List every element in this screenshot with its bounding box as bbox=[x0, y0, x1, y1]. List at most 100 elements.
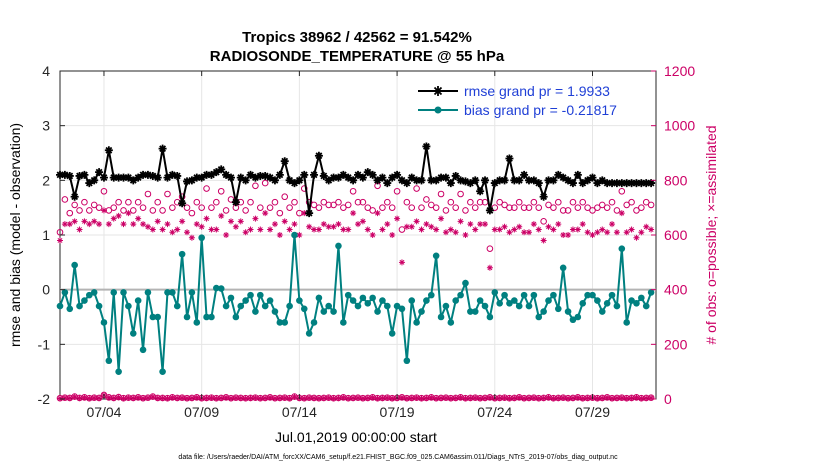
obs-assimilated-point bbox=[374, 395, 381, 402]
obs-assimilated-point bbox=[560, 232, 567, 238]
obs-assimilated-point bbox=[76, 226, 83, 233]
bias-point bbox=[256, 291, 264, 299]
rmse-point bbox=[168, 170, 177, 179]
obs-assimilated-point bbox=[560, 394, 567, 401]
obs-possible-point bbox=[623, 201, 630, 209]
obs-possible-point bbox=[222, 207, 230, 214]
obs-possible-point bbox=[95, 204, 103, 211]
obs-assimilated-point bbox=[320, 221, 327, 228]
rmse-point bbox=[270, 176, 279, 185]
obs-assimilated-point bbox=[589, 232, 596, 238]
rmse-point bbox=[608, 179, 617, 188]
obs-possible-point bbox=[315, 394, 323, 402]
rmse-point bbox=[407, 173, 416, 182]
obs-possible-point bbox=[198, 204, 205, 211]
obs-possible-point bbox=[642, 394, 650, 402]
obs-assimilated-point bbox=[237, 218, 244, 225]
obs-possible-point bbox=[398, 226, 406, 233]
obs-possible-point bbox=[325, 394, 332, 401]
obs-assimilated-point bbox=[462, 395, 469, 402]
obs-assimilated-point bbox=[281, 218, 288, 225]
obs-assimilated-point bbox=[638, 229, 645, 236]
obs-assimilated-point bbox=[618, 394, 625, 401]
obs-possible-point bbox=[374, 394, 381, 402]
obs-possible-point bbox=[569, 198, 577, 206]
obs-possible-point bbox=[628, 198, 635, 206]
obs-assimilated-point bbox=[169, 394, 176, 401]
rmse-point bbox=[256, 171, 265, 180]
obs-possible-point bbox=[213, 394, 220, 402]
obs-possible-point bbox=[623, 394, 630, 402]
obs-assimilated-point bbox=[355, 221, 361, 228]
obs-possible-point bbox=[408, 204, 416, 211]
rmse-point bbox=[481, 176, 490, 185]
bias-point bbox=[423, 297, 430, 304]
obs-assimilated-point bbox=[169, 229, 176, 236]
obs-possible-point bbox=[300, 394, 308, 402]
bias-point bbox=[608, 291, 616, 299]
obs-possible-point bbox=[520, 394, 528, 402]
bias-point bbox=[247, 291, 254, 299]
obs-assimilated-point bbox=[325, 223, 332, 230]
obs-possible-point bbox=[515, 394, 523, 401]
obs-possible-point bbox=[530, 394, 538, 401]
obs-possible-point bbox=[344, 394, 352, 402]
obs-assimilated-point bbox=[545, 394, 552, 401]
rmse-point bbox=[80, 170, 89, 179]
bias-point bbox=[296, 297, 303, 304]
obs-assimilated-point bbox=[594, 395, 601, 402]
obs-assimilated-point bbox=[86, 221, 93, 228]
bias-point bbox=[198, 234, 205, 242]
rmse-point bbox=[422, 142, 431, 151]
y2-tick-label: 800 bbox=[664, 172, 688, 188]
bias-point bbox=[300, 305, 308, 313]
rmse-point bbox=[349, 176, 358, 185]
rmse-point bbox=[632, 179, 641, 188]
bias-point bbox=[335, 242, 342, 250]
rmse-point bbox=[368, 170, 377, 179]
bias-point bbox=[193, 319, 201, 326]
rmse-point bbox=[461, 177, 470, 186]
rmse-point bbox=[344, 173, 353, 182]
obs-assimilated-point bbox=[208, 226, 215, 233]
obs-possible-point bbox=[271, 394, 279, 402]
obs-possible-point bbox=[349, 394, 357, 402]
obs-assimilated-point bbox=[125, 210, 132, 217]
obs-assimilated-point bbox=[291, 393, 298, 400]
bias-point bbox=[266, 297, 274, 304]
bias-point bbox=[530, 291, 538, 299]
obs-possible-point bbox=[100, 187, 108, 195]
obs-possible-point bbox=[340, 394, 347, 401]
obs-possible-point bbox=[423, 196, 430, 203]
legend: rmse grand pr = 1.9933 bias grand pr = -… bbox=[418, 83, 617, 118]
obs-possible-point bbox=[530, 198, 538, 206]
obs-assimilated-point bbox=[384, 221, 391, 228]
obs-assimilated-point bbox=[164, 395, 171, 402]
bias-point bbox=[71, 261, 78, 269]
obs-possible-point bbox=[252, 394, 259, 401]
obs-assimilated-point bbox=[130, 221, 137, 228]
bias-point bbox=[584, 291, 591, 299]
obs-possible-point bbox=[584, 204, 591, 211]
obs-possible-point bbox=[598, 201, 606, 209]
rmse-point bbox=[500, 176, 509, 185]
obs-assimilated-point bbox=[550, 395, 557, 402]
bias-point bbox=[427, 291, 435, 299]
bias-point bbox=[169, 289, 176, 296]
obs-possible-point bbox=[305, 198, 313, 206]
obs-assimilated-point bbox=[530, 394, 537, 401]
rmse-point bbox=[212, 168, 221, 177]
legend-bias-marker bbox=[434, 106, 442, 114]
obs-assimilated-point bbox=[247, 226, 254, 233]
obs-possible-point bbox=[252, 182, 259, 190]
obs-possible-point bbox=[247, 394, 254, 402]
obs-assimilated-point bbox=[286, 395, 293, 402]
obs-possible-point bbox=[594, 394, 601, 402]
obs-assimilated-point bbox=[389, 395, 396, 402]
obs-possible-point bbox=[574, 394, 582, 401]
obs-assimilated-point bbox=[91, 218, 98, 225]
rmse-point bbox=[280, 157, 289, 166]
obs-assimilated-point bbox=[613, 395, 620, 402]
bias-point bbox=[164, 289, 171, 296]
